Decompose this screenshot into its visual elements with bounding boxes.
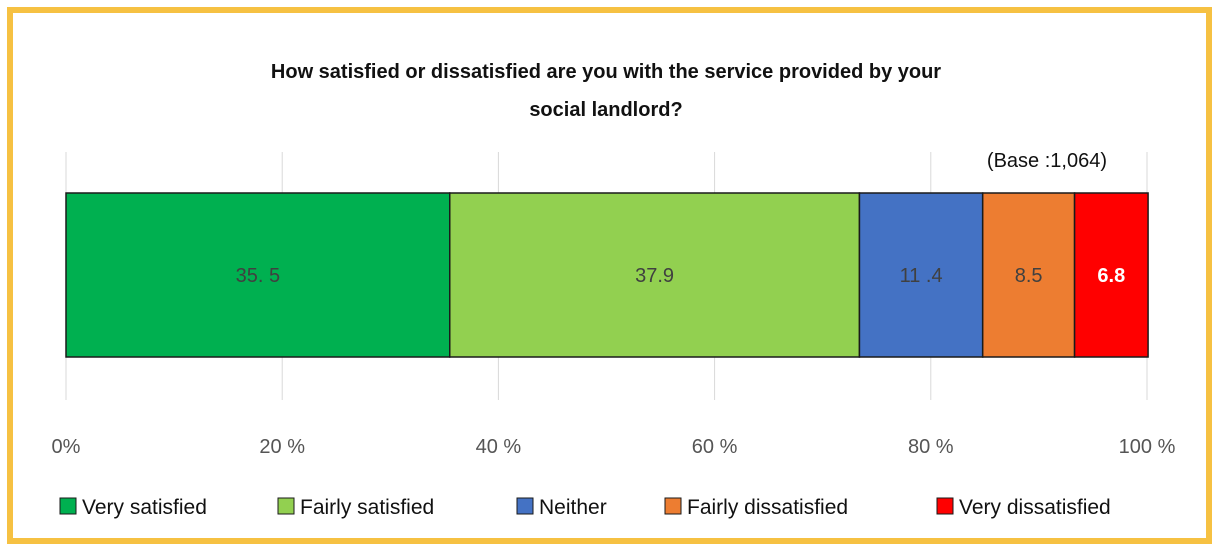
legend-label: Fairly dissatisfied — [687, 496, 848, 519]
bar-segment — [981, 192, 1076, 358]
data-label: 11 .4 — [900, 265, 943, 287]
x-tick-label: 100 % — [1119, 436, 1176, 458]
legend-swatch — [664, 497, 682, 515]
bar-segment — [449, 192, 861, 358]
legend-label: Fairly satisfied — [300, 496, 434, 519]
legend-swatch — [936, 497, 954, 515]
data-label: 6.8 — [1097, 265, 1125, 287]
legend-label: Very satisfied — [82, 496, 207, 519]
x-tick-label: 0% — [52, 436, 81, 458]
legend-label: Very dissatisfied — [959, 496, 1111, 519]
chart-title-line1: How satisfied or dissatisfied are you wi… — [271, 61, 941, 83]
legend-swatch — [516, 497, 534, 515]
x-tick-label: 40 % — [476, 436, 522, 458]
x-tick-label: 60 % — [692, 436, 738, 458]
data-label: 37.9 — [635, 265, 674, 287]
legend-swatch — [59, 497, 77, 515]
x-tick-label: 20 % — [259, 436, 305, 458]
legend-swatch — [277, 497, 295, 515]
data-label: 35. 5 — [236, 265, 280, 287]
data-label: 8.5 — [1015, 265, 1043, 287]
base-note: (Base :1,064) — [987, 150, 1107, 172]
bar-segment — [1073, 192, 1149, 358]
legend-label: Neither — [539, 496, 607, 519]
chart-title-line2: social landlord? — [529, 99, 682, 121]
bar-segment — [858, 192, 984, 358]
x-tick-label: 80 % — [908, 436, 954, 458]
